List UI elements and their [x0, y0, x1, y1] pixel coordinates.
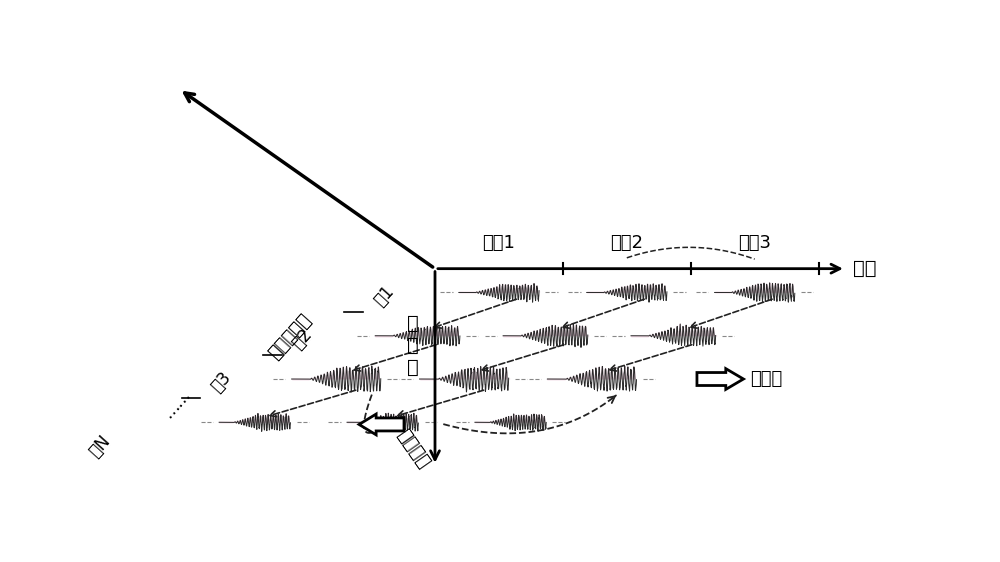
Text: 行程方向: 行程方向: [393, 427, 433, 472]
Polygon shape: [359, 414, 404, 435]
Text: 位
置
量: 位 置 量: [407, 314, 419, 377]
Text: 域N: 域N: [85, 432, 114, 461]
Text: 位置采集域: 位置采集域: [265, 310, 315, 362]
Text: ……: ……: [159, 385, 194, 422]
Text: 域3: 域3: [207, 369, 235, 396]
Text: 行程3: 行程3: [738, 234, 771, 252]
Polygon shape: [697, 369, 743, 389]
Text: 域1: 域1: [370, 282, 397, 309]
Text: 行程: 行程: [854, 259, 877, 278]
Text: 行程1: 行程1: [483, 234, 515, 252]
Text: 域2: 域2: [289, 325, 316, 352]
Text: 域方向: 域方向: [750, 370, 782, 388]
Text: 行程2: 行程2: [610, 234, 643, 252]
